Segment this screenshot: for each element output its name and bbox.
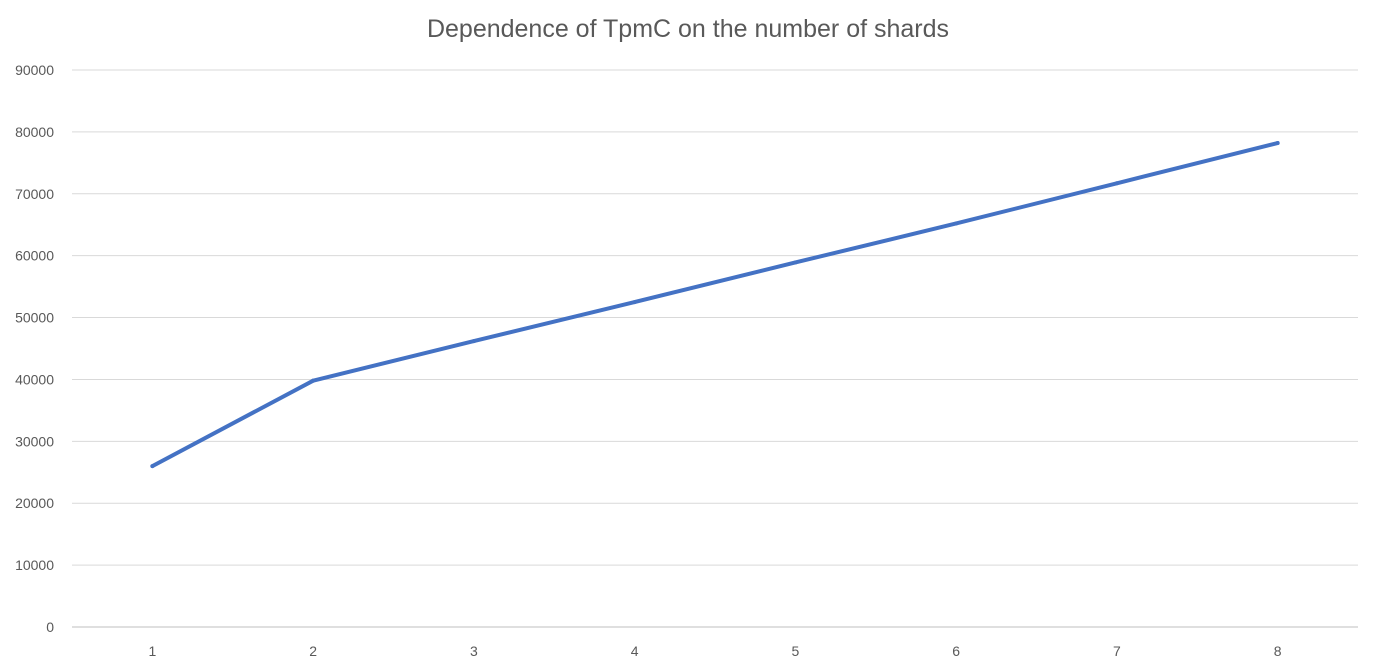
y-tick-label: 10000 — [15, 557, 54, 573]
y-tick-label: 20000 — [15, 495, 54, 511]
x-tick-label: 2 — [309, 643, 317, 659]
data-point — [954, 221, 959, 226]
x-tick-label: 7 — [1113, 643, 1121, 659]
data-point — [1114, 181, 1119, 186]
data-point — [150, 464, 155, 469]
x-tick-label: 8 — [1274, 643, 1282, 659]
y-tick-label: 90000 — [15, 62, 54, 78]
y-tick-label: 40000 — [15, 371, 54, 387]
x-tick-label: 1 — [148, 643, 156, 659]
y-tick-label: 0 — [46, 619, 54, 635]
x-axis-tick-labels: 1 2 3 4 5 6 7 8 — [148, 643, 1281, 659]
data-point — [793, 260, 798, 265]
gridlines — [72, 69, 1358, 628]
chart-title: Dependence of TpmC on the number of shar… — [427, 15, 949, 43]
y-tick-label: 60000 — [15, 248, 54, 264]
data-point — [632, 300, 637, 305]
series-layer — [150, 141, 1280, 469]
y-tick-label: 50000 — [15, 310, 54, 326]
x-tick-label: 5 — [791, 643, 799, 659]
x-tick-label: 3 — [470, 643, 478, 659]
x-tick-label: 6 — [952, 643, 960, 659]
x-tick-label: 4 — [631, 643, 639, 659]
data-point — [471, 339, 476, 344]
data-point — [311, 378, 316, 383]
y-tick-label: 80000 — [15, 124, 54, 140]
y-tick-label: 70000 — [15, 186, 54, 202]
y-tick-label: 30000 — [15, 433, 54, 449]
y-axis-tick-labels: 0 10000 20000 30000 40000 50000 60000 70000 8000… — [15, 62, 54, 635]
data-point — [1275, 141, 1280, 146]
series-line — [150, 141, 1280, 469]
